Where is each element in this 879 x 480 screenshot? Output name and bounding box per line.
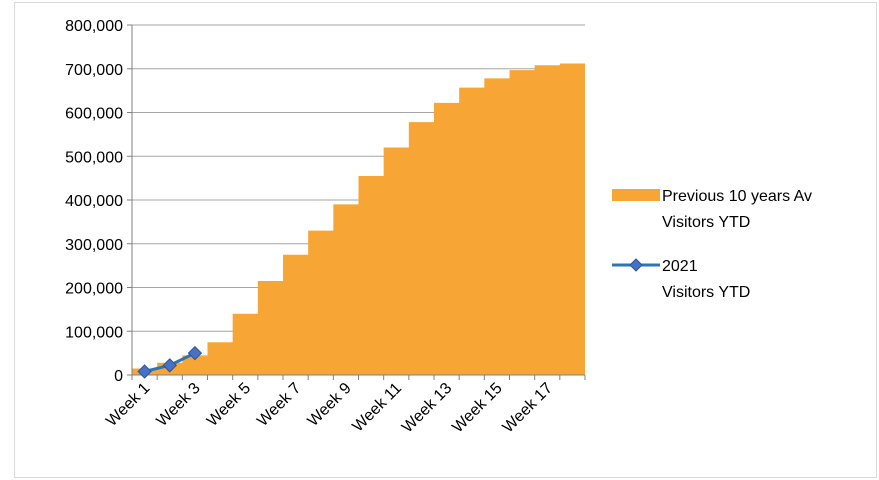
legend-marker-2021: [629, 258, 643, 272]
x-tick-label: Week 7: [254, 380, 304, 430]
y-tick-label: 400,000: [65, 193, 123, 210]
y-tick-label: 600,000: [65, 106, 123, 123]
legend-label-previous-line2: Visitors YTD: [662, 214, 750, 231]
area-previous-10-years: [132, 63, 585, 375]
y-tick-label: 800,000: [65, 18, 123, 35]
legend: Previous 10 years Av Visitors YTD 2021 Visi…: [612, 188, 812, 301]
legend-swatch-previous: [612, 189, 660, 201]
x-tick-label: Week 1: [103, 380, 153, 430]
legend-label-2021-line1: 2021: [662, 258, 698, 275]
x-tick-label: Week 13: [399, 380, 456, 437]
y-tick-label: 300,000: [65, 237, 123, 254]
x-tick-label: Week 17: [500, 380, 557, 437]
x-tick-label: Week 3: [154, 380, 204, 430]
point-2021: [162, 358, 177, 373]
y-tick-label: 0: [114, 368, 123, 385]
y-tick-label: 200,000: [65, 281, 123, 298]
y-tick-labels: 800,000 700,000 600,000 500,000 400,000 300,0…: [65, 18, 123, 385]
x-tick-label: Week 9: [305, 380, 355, 430]
point-2021: [137, 364, 152, 379]
y-tick-label: 100,000: [65, 324, 123, 341]
y-tick-label: 500,000: [65, 149, 123, 166]
y-tick-label: 700,000: [65, 62, 123, 79]
x-tick-label: Week 11: [349, 380, 405, 436]
series-previous-area: [132, 63, 585, 375]
axes: [127, 24, 586, 380]
x-tick-label: Week 5: [204, 380, 254, 430]
series-2021-line: [137, 345, 203, 379]
point-2021: [187, 345, 203, 361]
legend-label-previous-line1: Previous 10 years Av: [662, 188, 812, 205]
legend-label-2021-line2: Visitors YTD: [662, 284, 750, 301]
x-tick-label: Week 15: [449, 380, 506, 437]
